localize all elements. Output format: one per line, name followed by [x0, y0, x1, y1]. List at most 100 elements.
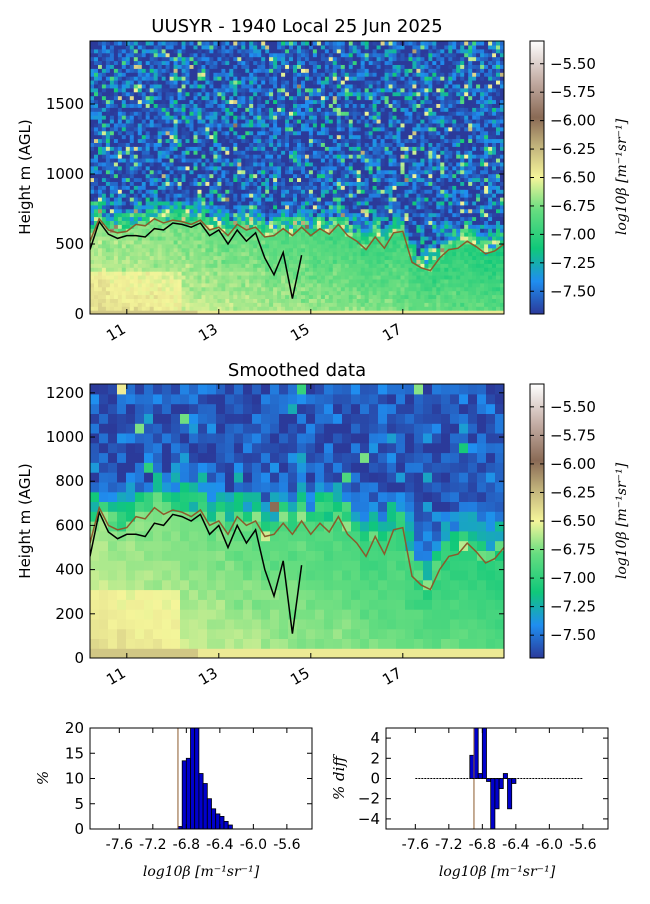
heat-cell	[265, 169, 270, 175]
heat-cell	[98, 181, 103, 186]
heat-cell	[177, 56, 183, 62]
heat-cell	[360, 220, 366, 225]
heat-cell	[90, 122, 95, 128]
heat-cell	[273, 177, 278, 182]
heat-cell	[297, 165, 302, 171]
heat-cell	[94, 76, 99, 81]
heat-cell	[249, 306, 254, 311]
heat-cell	[141, 267, 147, 272]
heat-cell	[101, 161, 107, 167]
heat-cell	[237, 259, 242, 264]
heat-cell	[277, 228, 282, 233]
heat-cell	[113, 150, 119, 155]
heat-cell	[173, 306, 179, 311]
heat-cell	[173, 271, 179, 276]
heat-cell	[352, 111, 358, 116]
heat-cell	[137, 251, 143, 257]
heat-cell	[141, 247, 147, 253]
heat-cell	[201, 161, 207, 167]
heat-cell	[181, 239, 187, 245]
heat-cell	[348, 290, 354, 296]
heat-cell	[221, 56, 226, 62]
heat-cell	[316, 212, 322, 218]
heat-cell	[356, 115, 362, 120]
heat-cell	[157, 228, 163, 233]
heat-cell	[237, 64, 242, 69]
heat-cell	[297, 275, 302, 280]
heat-cell	[109, 158, 115, 163]
heat-cell	[193, 212, 199, 218]
heat-cell	[181, 251, 187, 257]
heat-cell	[161, 232, 167, 237]
heat-cell	[189, 267, 195, 272]
heat-cell	[165, 177, 171, 182]
heat-cell	[316, 161, 322, 167]
heat-cell	[233, 134, 238, 140]
heat-cell	[289, 185, 294, 190]
heat-cell	[277, 115, 282, 120]
heat-cell	[277, 197, 282, 202]
heat-cell	[332, 278, 338, 284]
heat-cell	[101, 290, 107, 296]
heat-cell	[261, 197, 266, 202]
heat-cell	[356, 232, 362, 237]
heat-cell	[141, 99, 147, 104]
heat-cell	[165, 302, 171, 307]
heat-cell	[201, 165, 207, 171]
heat-cell	[336, 154, 342, 159]
heat-cell	[245, 103, 250, 108]
heat-cell	[169, 158, 175, 163]
heat-cell	[340, 107, 346, 112]
heat-cell	[105, 72, 111, 77]
heat-cell	[201, 130, 207, 136]
heat-cell	[193, 56, 199, 62]
heat-cell	[273, 76, 278, 81]
heat-cell	[249, 142, 254, 147]
heat-cell	[332, 267, 338, 272]
heat-cell	[269, 142, 274, 147]
heat-cell	[249, 99, 254, 104]
heat-cell	[237, 228, 242, 233]
heat-cell	[185, 236, 191, 241]
heat-cell	[213, 150, 218, 155]
heat-cell	[129, 169, 135, 175]
heat-cell	[261, 232, 266, 237]
heat-cell	[101, 255, 107, 260]
heat-cell	[165, 60, 171, 65]
heat-cell	[145, 119, 151, 124]
heat-cell	[225, 52, 230, 58]
heat-cell	[320, 48, 326, 54]
heat-cell	[281, 87, 286, 93]
heat-cell	[213, 298, 218, 303]
heat-cell	[308, 228, 314, 233]
heat-cell	[98, 56, 103, 62]
heat-cell	[356, 72, 362, 77]
heat-cell	[261, 103, 266, 108]
heat-cell	[221, 44, 226, 50]
heat-cell	[253, 290, 258, 296]
heat-cell	[101, 99, 107, 104]
heat-cell	[245, 267, 250, 272]
heat-cell	[113, 243, 119, 249]
heat-cell	[98, 80, 103, 85]
heat-cell	[277, 165, 282, 171]
heat-cell	[364, 126, 370, 132]
heat-cell	[324, 76, 330, 81]
heat-cell	[105, 236, 111, 241]
heat-cell	[293, 154, 298, 159]
heat-cell	[340, 111, 346, 116]
heat-cell	[237, 310, 242, 314]
heat-cell	[105, 239, 111, 245]
heat-cell	[348, 161, 354, 167]
heat-cell	[364, 298, 370, 303]
heat-cell	[241, 44, 246, 50]
heat-cell	[253, 189, 258, 194]
heat-cell	[161, 103, 167, 108]
heat-cell	[225, 64, 230, 69]
heat-cell	[320, 278, 326, 284]
heat-cell	[312, 130, 318, 136]
heat-cell	[193, 91, 199, 97]
heat-cell	[117, 302, 123, 307]
heat-cell	[336, 87, 342, 93]
heat-cell	[173, 138, 179, 143]
